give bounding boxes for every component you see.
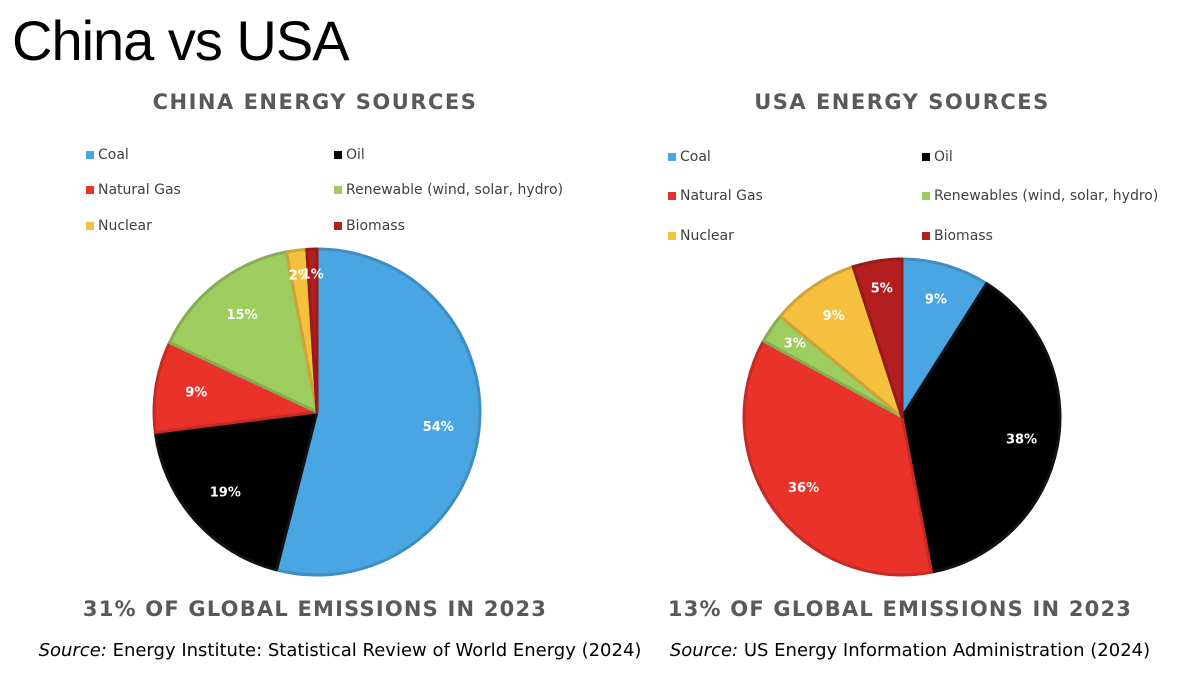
china-data-label-natural: 9%	[185, 385, 207, 400]
usa-legend-swatch-renewables	[922, 192, 930, 200]
china-legend-label-natural-gas: Natural Gas	[98, 182, 181, 198]
china-data-label-nuclear: 2%	[289, 269, 311, 284]
usa-legend-item-biomass: Biomass	[922, 228, 993, 244]
china-legend-item-oil: Oil	[334, 147, 365, 163]
usa-emissions-note: 13% OF GLOBAL EMISSIONS IN 2023	[667, 597, 1133, 621]
china-data-label-coal: 54%	[423, 420, 454, 435]
china-data-label-renewable: 15%	[227, 308, 258, 323]
usa-source-prefix: Source:	[669, 640, 739, 661]
china-source: Source: Energy Institute: Statistical Re…	[20, 640, 660, 661]
china-chart-title: CHINA ENERGY SOURCES	[152, 90, 478, 114]
usa-legend-label-biomass: Biomass	[934, 228, 993, 244]
usa-legend-label-coal: Coal	[680, 149, 711, 165]
china-source-text: Energy Institute: Statistical Review of …	[106, 640, 642, 661]
china-slice-biomass	[305, 247, 319, 414]
usa-slice-oil	[900, 282, 1062, 574]
china-legend-swatch-renewable	[334, 186, 342, 194]
china-slice-renewable	[168, 250, 319, 414]
usa-legend-swatch-nuclear	[668, 232, 676, 240]
china-legend-label-biomass: Biomass	[346, 218, 405, 234]
china-legend-label-renewable: Renewable (wind, solar, hydro)	[346, 182, 564, 198]
china-legend-item-biomass: Biomass	[334, 218, 405, 234]
usa-legend-label-renewables: Renewables (wind, solar, hydro)	[934, 188, 1159, 204]
usa-legend-label-natural-gas: Natural Gas	[680, 188, 763, 204]
usa-legend-swatch-natural-gas	[668, 192, 676, 200]
usa-slice-biomass	[851, 257, 904, 419]
usa-source: Source: US Energy Information Administra…	[610, 640, 1200, 661]
china-legend-swatch-coal	[86, 151, 94, 159]
usa-slice-nuclear	[778, 265, 904, 419]
usa-data-label-natural: 36%	[788, 481, 819, 496]
usa-data-label-renewables: 3%	[784, 337, 806, 352]
china-data-label-oil: 19%	[210, 485, 241, 500]
usa-legend-label-nuclear: Nuclear	[680, 228, 734, 244]
usa-data-label-coal: 9%	[925, 293, 947, 308]
usa-legend-swatch-coal	[668, 153, 676, 161]
usa-data-label-nuclear: 9%	[823, 309, 845, 324]
china-slice-oil	[153, 410, 319, 572]
usa-legend-swatch-biomass	[922, 232, 930, 240]
china-legend-label-nuclear: Nuclear	[98, 218, 152, 234]
usa-data-label-oil: 38%	[1006, 432, 1037, 447]
china-legend-label-oil: Oil	[346, 147, 365, 163]
usa-slice-natural	[742, 339, 934, 577]
china-pie-chart: 54% 19% 9% 15% 2%1%	[152, 247, 482, 577]
usa-legend-label-oil: Oil	[934, 149, 953, 165]
usa-source-text: US Energy Information Administration (20…	[738, 640, 1151, 661]
usa-legend-item-coal: Coal	[668, 149, 711, 165]
china-emissions-note: 31% OF GLOBAL EMISSIONS IN 2023	[82, 597, 548, 621]
usa-pie-chart: 9% 38% 36% 3% 9% 5%	[742, 257, 1062, 577]
page-title: China vs USA	[12, 9, 350, 72]
china-slice-natural	[152, 341, 319, 434]
china-legend-swatch-biomass	[334, 222, 342, 230]
usa-slice-coal	[900, 257, 989, 419]
usa-legend-swatch-oil	[922, 153, 930, 161]
usa-legend-item-oil: Oil	[922, 149, 953, 165]
china-legend-item-coal: Coal	[86, 147, 129, 163]
china-legend-item-renewable: Renewable (wind, solar, hydro)	[334, 182, 563, 198]
china-legend-swatch-natural-gas	[86, 186, 94, 194]
china-legend-item-nuclear: Nuclear	[86, 218, 152, 234]
china-legend-item-natural-gas: Natural Gas	[86, 182, 181, 198]
usa-chart-title: USA ENERGY SOURCES	[754, 90, 1050, 114]
china-legend-swatch-oil	[334, 151, 342, 159]
china-source-prefix: Source:	[38, 640, 107, 661]
usa-legend-item-renewables: Renewables (wind, solar, hydro)	[922, 188, 1158, 204]
china-legend-swatch-nuclear	[86, 222, 94, 230]
usa-legend-item-nuclear: Nuclear	[668, 228, 734, 244]
china-legend-label-coal: Coal	[98, 147, 129, 163]
china-slice-coal	[274, 247, 482, 577]
usa-legend-item-natural-gas: Natural Gas	[668, 188, 763, 204]
china-data-label-biomass: 1%	[302, 268, 324, 283]
usa-data-label-biomass: 5%	[871, 282, 893, 297]
